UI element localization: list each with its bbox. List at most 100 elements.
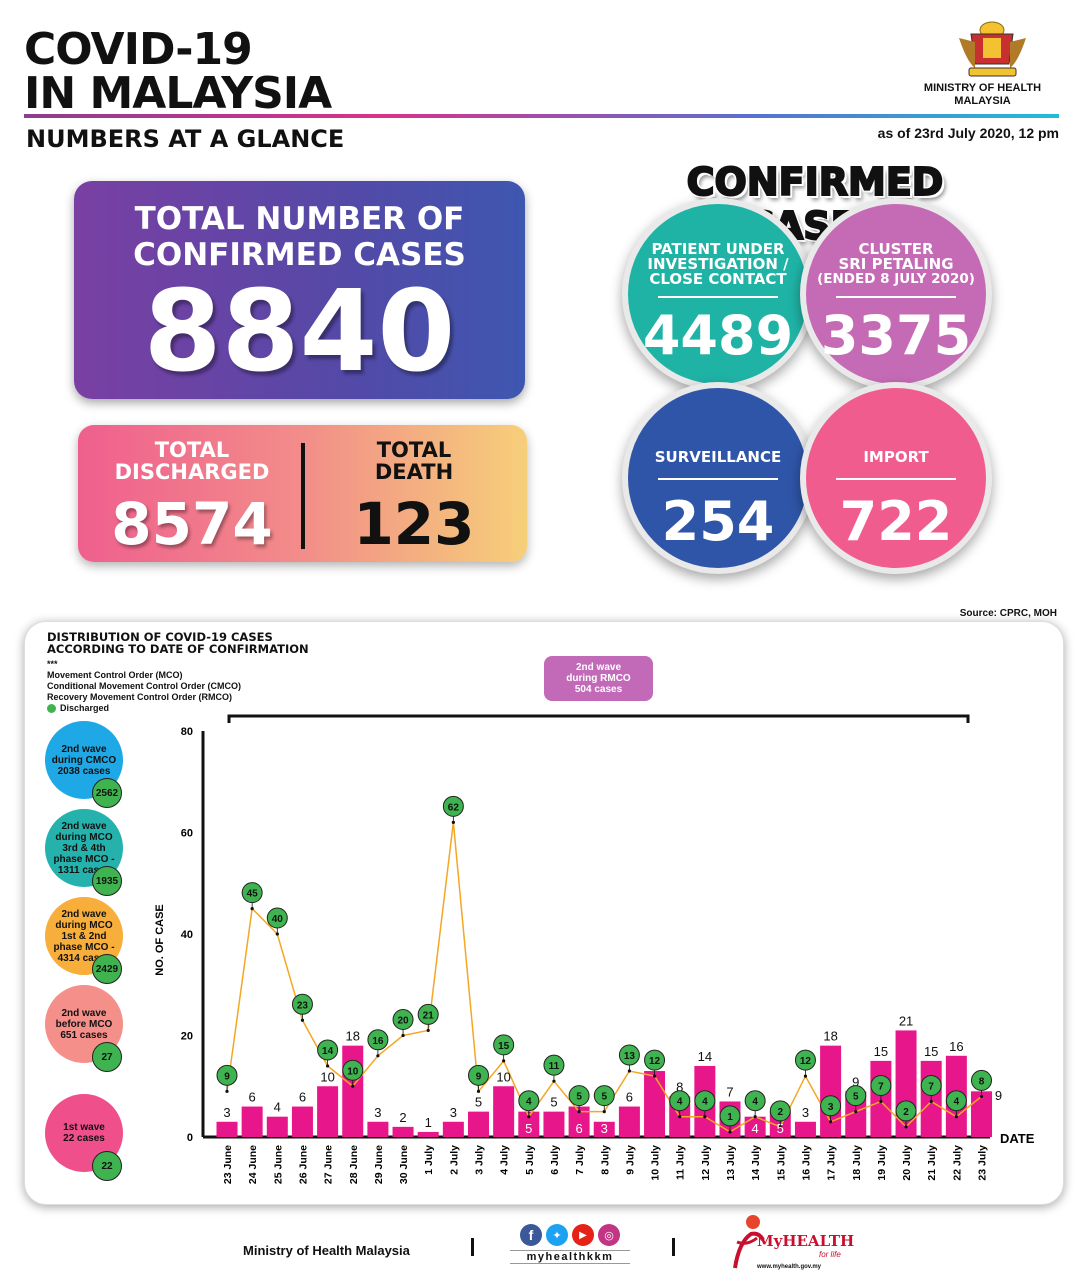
- youtube-icon[interactable]: ▶: [572, 1224, 594, 1246]
- bar-value-label: 3: [374, 1105, 381, 1120]
- discharged-death-card: TOTAL DISCHARGED 8574 TOTAL DEATH 123: [78, 425, 527, 562]
- bar-value-label: 1: [425, 1115, 432, 1130]
- discharged-value-label: 11: [549, 1061, 560, 1072]
- total-confirmed-label: TOTAL NUMBER OF CONFIRMED CASES: [74, 201, 525, 273]
- discharged-value-label: 62: [448, 802, 460, 813]
- bar: [367, 1121, 389, 1137]
- x-tick-label: 29 June: [373, 1145, 385, 1184]
- legend-dots: ***: [47, 659, 58, 669]
- x-tick-label: 23 June: [222, 1145, 234, 1184]
- x-tick-label: 25 June: [272, 1145, 284, 1184]
- surveillance-circle: SURVEILLANCE 254: [622, 382, 814, 574]
- chart-panel-title: DISTRIBUTION OF COVID-19 CASES ACCORDING…: [47, 631, 309, 655]
- twitter-icon[interactable]: ✦: [546, 1224, 568, 1246]
- bar-value-label: 3: [802, 1105, 809, 1120]
- discharged-badge: [367, 1029, 389, 1051]
- bar: [317, 1086, 339, 1137]
- discharged-label-line2: DISCHARGED: [114, 460, 270, 484]
- discharged-value-label: 20: [397, 1016, 409, 1027]
- x-tick-label: 26 June: [297, 1145, 309, 1184]
- discharged-label-line1: TOTAL: [154, 438, 230, 462]
- facebook-icon[interactable]: f: [520, 1224, 542, 1246]
- discharged-badge: [744, 1090, 766, 1112]
- pui-label: PATIENT UNDER INVESTIGATION / CLOSE CONT…: [628, 242, 808, 287]
- x-tick-label: 15 July: [775, 1145, 787, 1181]
- discharged-badge: [543, 1054, 565, 1076]
- bar-value-label: 14: [698, 1049, 712, 1064]
- x-tick-label: 30 June: [398, 1145, 410, 1184]
- ministry-line-1: MINISTRY OF HEALTH: [923, 82, 1042, 94]
- bar: [266, 1116, 288, 1137]
- discharged-value-label: 13: [624, 1051, 636, 1062]
- legend-rmco: Recovery Movement Control Order (RMCO): [47, 692, 233, 702]
- x-tick-label: 19 July: [876, 1145, 888, 1181]
- discharged-badge: [669, 1090, 691, 1112]
- pui-value: 4489: [642, 304, 794, 367]
- discharged-value-label: 4: [954, 1097, 960, 1108]
- rmco-wave-box: 2nd wave during RMCO 504 cases: [544, 656, 653, 701]
- bar-value-label: 10: [320, 1069, 334, 1084]
- discharged-badge: [618, 1044, 640, 1066]
- x-tick-label: 23 July: [977, 1145, 989, 1181]
- x-tick-label: 20 July: [901, 1145, 913, 1181]
- rmco-line3: 504 cases: [574, 684, 623, 695]
- x-tick-label: 24 June: [247, 1145, 259, 1184]
- x-tick-label: 8 July: [599, 1145, 611, 1175]
- discharged-value-label: 14: [322, 1046, 334, 1057]
- wave-label: 2nd wave before MCO 651 cases: [55, 1007, 113, 1041]
- bar: [618, 1106, 640, 1137]
- bar-value-label: 3: [450, 1105, 457, 1120]
- discharged-value-label: 2: [778, 1107, 784, 1118]
- wave-label: 2nd wave during MCO 1st & 2nd phase MCO -43…: [53, 908, 115, 964]
- rmco-line1: 2nd wave: [575, 662, 622, 673]
- bar: [593, 1121, 615, 1137]
- discharged-badge: [719, 1105, 741, 1127]
- discharged-value-label: 45: [247, 889, 259, 900]
- bar-value-label: 5: [777, 1121, 784, 1136]
- myhealth-url[interactable]: www.myhealth.gov.my: [757, 1264, 822, 1270]
- discharged-badge: [266, 907, 288, 929]
- social-handle[interactable]: myhealthkkm: [510, 1250, 630, 1264]
- death-label: TOTAL DEATH: [314, 439, 514, 483]
- y-tick-label: 60: [181, 828, 193, 840]
- discharged-value-label: 4: [752, 1097, 758, 1108]
- bar-value-label: 6: [626, 1090, 633, 1105]
- bar: [291, 1106, 313, 1137]
- y-axis-label: NO. OF CASE: [154, 904, 166, 976]
- pui-label-line2: INVESTIGATION /: [647, 255, 789, 273]
- header-divider: [24, 114, 1059, 118]
- pui-divider: [658, 296, 778, 298]
- discharged-badge: [291, 993, 313, 1015]
- discharged-value-label: 4: [526, 1097, 532, 1108]
- surveillance-label: SURVEILLANCE: [654, 448, 782, 466]
- x-tick-label: 14 July: [750, 1145, 762, 1181]
- cluster-divider: [836, 296, 956, 298]
- discharged-badge: [392, 1009, 414, 1030]
- x-tick-label: 12 July: [700, 1145, 712, 1181]
- bar-value-label: 18: [823, 1029, 837, 1044]
- title-line-2: IN MALAYSIA: [24, 68, 332, 119]
- bar: [392, 1126, 414, 1137]
- discharged-badge: [417, 1003, 439, 1025]
- import-value: 722: [839, 490, 953, 553]
- discharged-value-label: 4: [677, 1097, 683, 1108]
- x-tick-label: 13 July: [725, 1145, 737, 1181]
- myhealth-tagline: for life: [819, 1250, 841, 1259]
- cluster-label-line2: SRI PETALING: [838, 255, 954, 273]
- wave-label: 1st wave 22 cases: [63, 1122, 105, 1144]
- instagram-icon[interactable]: ◎: [598, 1224, 620, 1246]
- wave-discharged-badge: 1935: [92, 866, 122, 896]
- x-tick-label: 10 July: [650, 1145, 662, 1181]
- x-tick-label: 16 July: [800, 1145, 812, 1181]
- surveillance-value: 254: [661, 490, 775, 553]
- bar-value-label: 3: [223, 1105, 230, 1120]
- x-tick-label: 4 July: [499, 1145, 511, 1175]
- discharged-value-label: 21: [423, 1010, 435, 1021]
- as-of-timestamp: as of 23rd July 2020, 12 pm: [877, 125, 1059, 141]
- bar-value-label: 6: [249, 1090, 256, 1105]
- death-label-line2: DEATH: [374, 460, 454, 484]
- bar: [543, 1111, 565, 1137]
- bar-value-label: 5: [550, 1095, 557, 1110]
- bar-value-label: 6: [575, 1121, 582, 1136]
- discharged-value-label: 12: [800, 1056, 812, 1067]
